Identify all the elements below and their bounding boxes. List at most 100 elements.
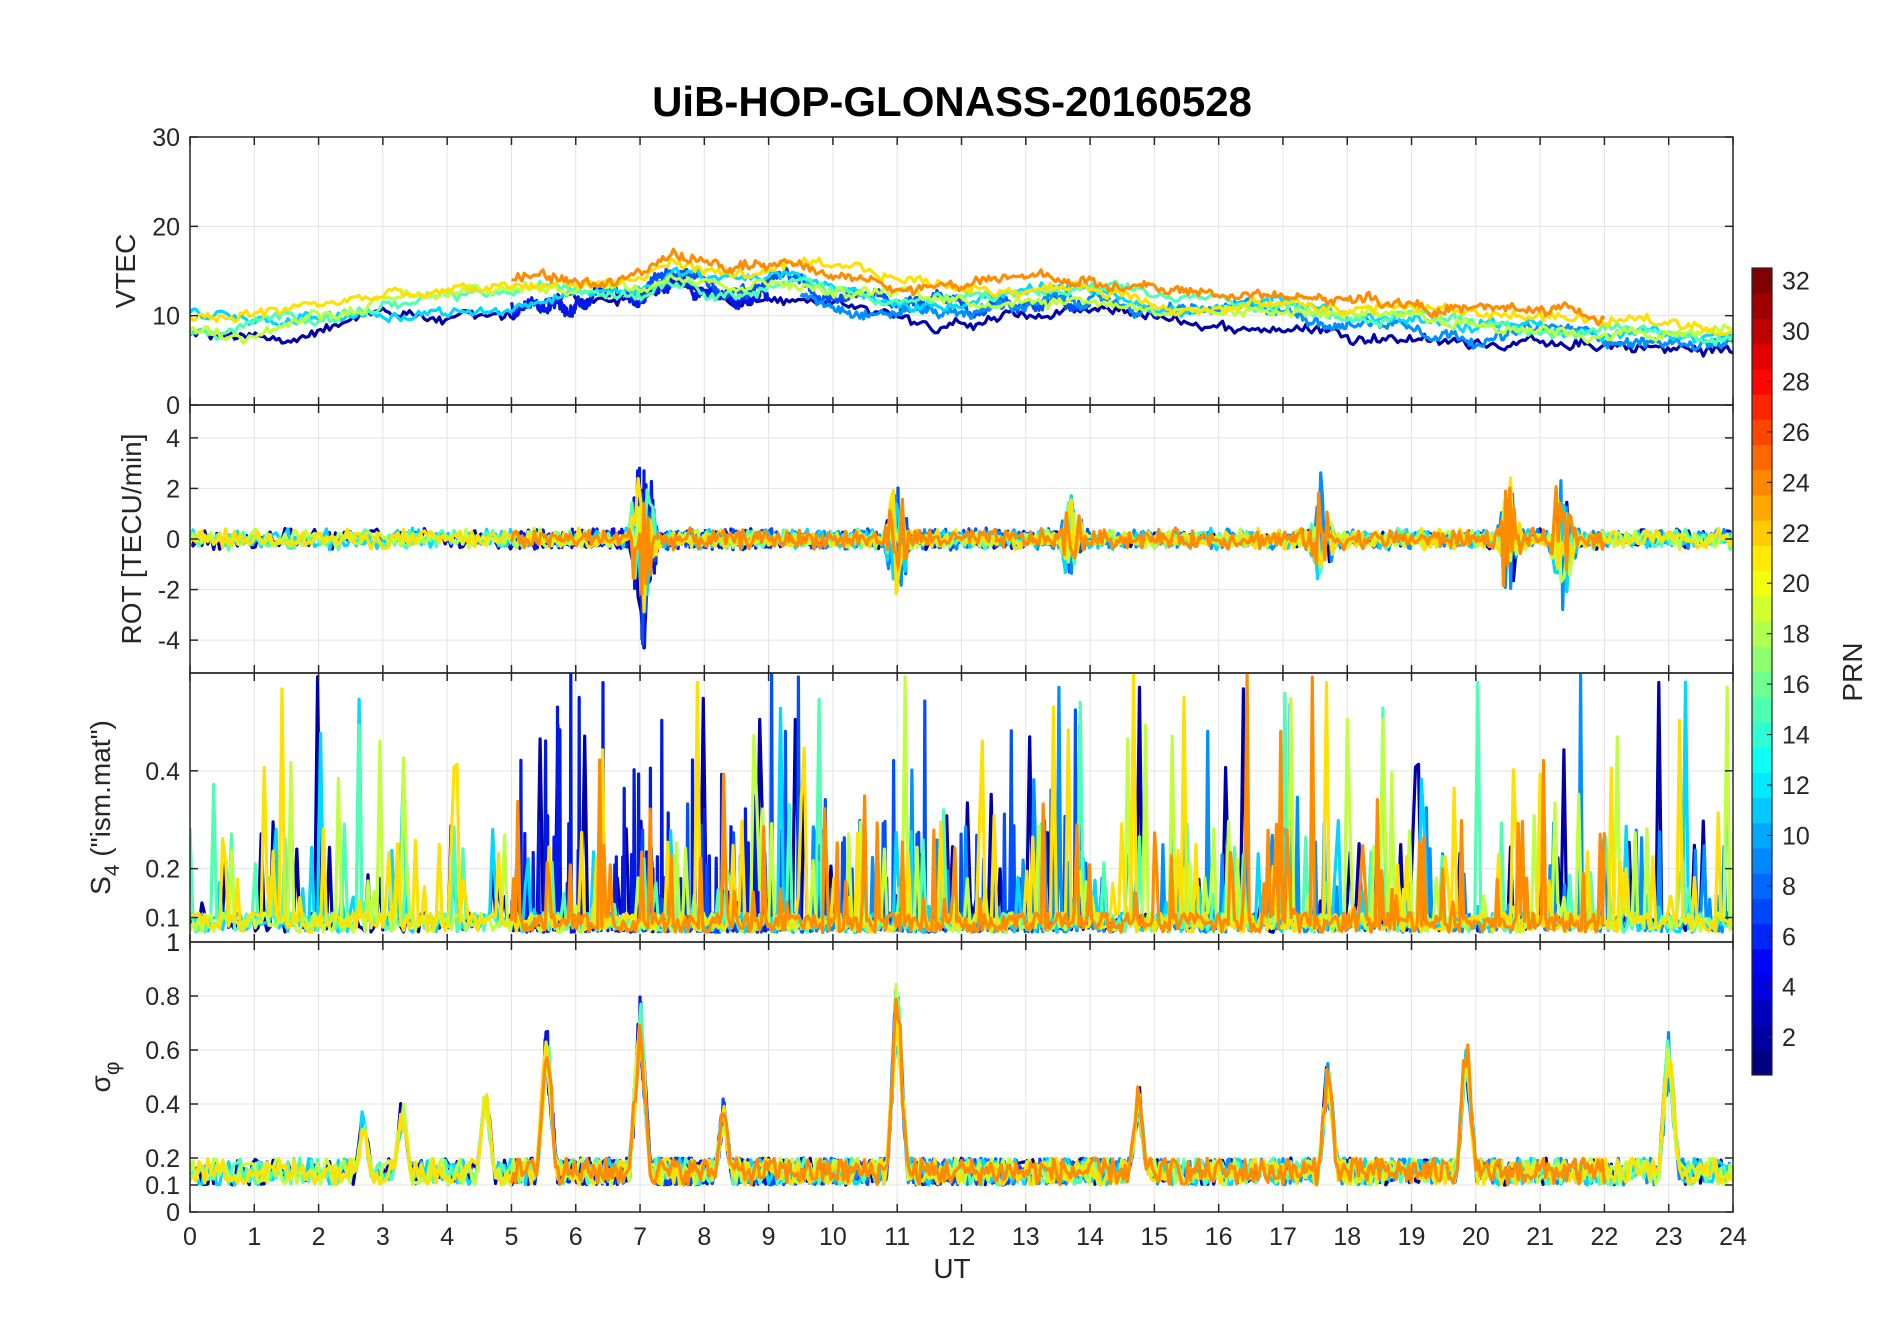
traces bbox=[190, 673, 1733, 934]
trace-prn-23 bbox=[509, 673, 1606, 934]
colorbar-cell bbox=[1752, 570, 1772, 597]
colorbar-cell bbox=[1752, 923, 1772, 950]
colorbar-cell bbox=[1752, 696, 1772, 723]
x-tick-label: 20 bbox=[1462, 1223, 1490, 1251]
ticks bbox=[189, 673, 1734, 942]
panel-3: 0.1 0.2 0.4 1 S4 ("ism.mat") bbox=[85, 672, 1734, 957]
colorbar-cell bbox=[1752, 848, 1772, 874]
x-tick-label: 5 bbox=[505, 1223, 519, 1251]
colorbar-cell bbox=[1752, 494, 1772, 521]
traces bbox=[190, 247, 1733, 358]
ticks bbox=[189, 942, 1734, 1213]
colorbar-cell bbox=[1752, 822, 1772, 849]
y-label-main: σ bbox=[85, 1075, 116, 1092]
x-tick-label: 6 bbox=[569, 1223, 583, 1251]
y-tick-label: 0.8 bbox=[145, 983, 180, 1011]
colorbar-cell bbox=[1752, 545, 1772, 572]
colorbar-cell bbox=[1752, 293, 1772, 319]
y-label-sub: 4 bbox=[101, 864, 124, 876]
x-tick-label: 21 bbox=[1526, 1223, 1554, 1251]
y-tick-label: 30 bbox=[152, 124, 180, 152]
colorbar-tick-label: 26 bbox=[1782, 419, 1810, 447]
colorbar-tick-label: 28 bbox=[1782, 368, 1810, 396]
panel-4: 00.10.2 0.4 0.6 0.8 1 σφ bbox=[85, 929, 1734, 1227]
y-tick-label: -4 bbox=[158, 627, 180, 655]
y-tick-label: 20 bbox=[152, 213, 180, 241]
x-tick-label: 9 bbox=[762, 1223, 776, 1251]
x-tick-label: 17 bbox=[1269, 1223, 1297, 1251]
grid bbox=[189, 136, 1734, 406]
y-tick-label: 10 bbox=[152, 303, 180, 331]
trace-prn-9 bbox=[799, 989, 1733, 1187]
y-tick-label: 0 bbox=[166, 526, 180, 554]
colorbar-cell bbox=[1752, 948, 1772, 975]
trace-prn-18 bbox=[190, 273, 1733, 345]
y-axis-label: σφ bbox=[85, 1062, 124, 1093]
x-tick-label: 23 bbox=[1655, 1223, 1683, 1251]
colorbar-cell bbox=[1752, 520, 1772, 546]
grid bbox=[189, 405, 1734, 673]
trace-prn-20 bbox=[190, 673, 1733, 934]
x-tick-label: 8 bbox=[697, 1223, 711, 1251]
trace-prn-23 bbox=[511, 247, 1606, 327]
x-tick-label: 22 bbox=[1591, 1223, 1619, 1251]
x-tick-label: 0 bbox=[183, 1223, 197, 1251]
panel-1: 0 10 20 30 VTEC bbox=[110, 124, 1734, 420]
trace-prn-6 bbox=[638, 995, 1092, 1187]
colorbar-tick-label: 4 bbox=[1782, 974, 1796, 1002]
colorbar-cell bbox=[1752, 898, 1772, 925]
colorbar-cell bbox=[1752, 595, 1772, 622]
y-label-main: S bbox=[85, 876, 116, 895]
x-tick-label: 19 bbox=[1398, 1223, 1426, 1251]
x-tick-label: 24 bbox=[1719, 1223, 1747, 1251]
x-tick-label: 12 bbox=[948, 1223, 976, 1251]
colorbar-tick-label: 12 bbox=[1782, 772, 1810, 800]
colorbar-cell bbox=[1752, 873, 1772, 899]
y-label-rest: ("ism.mat") bbox=[85, 720, 116, 864]
y-axis-label: ROT [TECU/min] bbox=[116, 433, 147, 644]
y-tick-label: 0.4 bbox=[145, 758, 180, 786]
x-tick-label: 2 bbox=[312, 1223, 326, 1251]
colorbar-cell bbox=[1752, 646, 1772, 672]
x-tick-label: 7 bbox=[633, 1223, 647, 1251]
x-tick-label: 16 bbox=[1205, 1223, 1233, 1251]
colorbar-cell bbox=[1752, 797, 1772, 824]
y-tick-label: 1 bbox=[166, 929, 180, 957]
colorbar-tick-label: 22 bbox=[1782, 520, 1810, 548]
colorbar-cell bbox=[1752, 999, 1772, 1026]
x-tick-label: 18 bbox=[1333, 1223, 1361, 1251]
x-tick-labels: 0 1 2 3 4 5 6 7 8 9 10 11 12 13 14 15 16 17 18 19 20 21 22 23 24 bbox=[183, 1223, 1747, 1251]
ticks bbox=[189, 136, 1734, 406]
y-tick-label: 2 bbox=[166, 475, 180, 503]
colorbar-tick-label: 8 bbox=[1782, 873, 1796, 901]
y-axis-label: S4 ("ism.mat") bbox=[85, 720, 124, 895]
colorbar-cell bbox=[1752, 747, 1772, 773]
x-tick-label: 4 bbox=[440, 1223, 454, 1251]
y-tick-label: 0.2 bbox=[145, 856, 180, 884]
trace-prn-6 bbox=[638, 486, 1092, 646]
x-tick-label: 1 bbox=[247, 1223, 261, 1251]
colorbar-cell bbox=[1752, 721, 1772, 748]
trace-prn-23 bbox=[509, 997, 1606, 1187]
panels: 0 10 20 30 VTEC -4 -2 0 2 4 ROT [TECU/min] 0.1 0.2 0.… bbox=[85, 124, 1734, 1227]
panel-2: -4 -2 0 2 4 ROT [TECU/min] bbox=[116, 404, 1734, 674]
colorbar-tick-label: 30 bbox=[1782, 318, 1810, 346]
y-tick-label: 0.1 bbox=[145, 1172, 180, 1200]
x-tick-label: 14 bbox=[1076, 1223, 1104, 1251]
colorbar-cell bbox=[1752, 671, 1772, 698]
colorbar-cell bbox=[1752, 444, 1772, 471]
x-tick-label: 13 bbox=[1012, 1223, 1040, 1251]
colorbar-cell bbox=[1752, 1024, 1772, 1051]
colorbar-cell bbox=[1752, 318, 1772, 345]
colorbar-cell bbox=[1752, 368, 1772, 395]
colorbar-tick-label: 18 bbox=[1782, 621, 1810, 649]
colorbar-cell bbox=[1752, 419, 1772, 446]
y-axis-label: VTEC bbox=[110, 234, 141, 309]
colorbar-tick-label: 10 bbox=[1782, 822, 1810, 850]
chart-title: UiB-HOP-GLONASS-20160528 bbox=[652, 78, 1252, 125]
x-tick-label: 11 bbox=[884, 1223, 910, 1251]
y-tick-label: -2 bbox=[158, 577, 180, 605]
colorbar-tick-label: 32 bbox=[1782, 268, 1810, 296]
y-tick-label: 0 bbox=[166, 392, 180, 420]
